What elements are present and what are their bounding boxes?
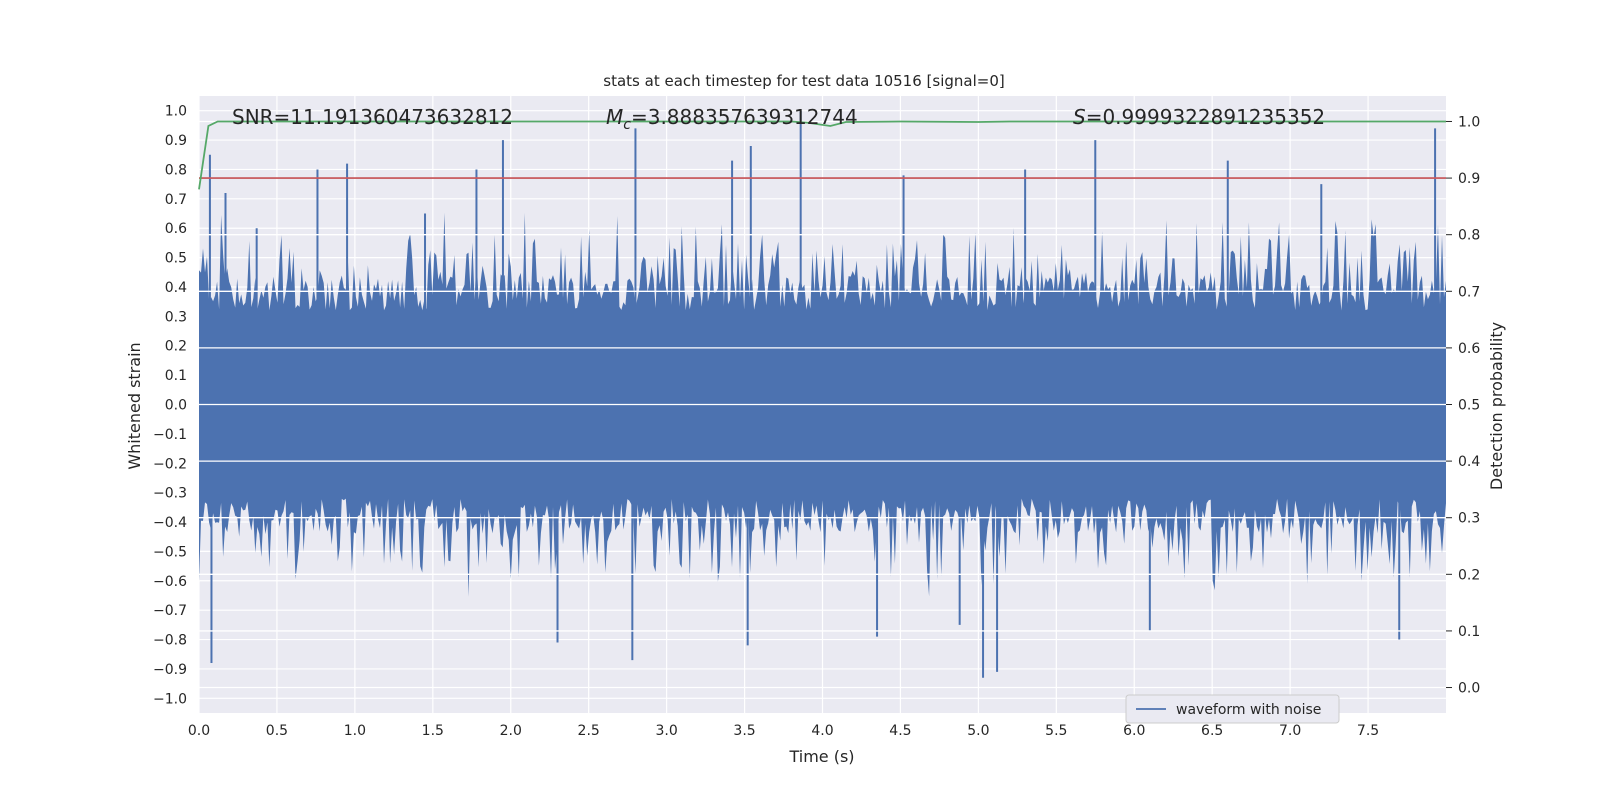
s-annotation: S=0.9999322891235352 [1073,105,1325,129]
y-tick-label: 0.7 [165,192,187,208]
y-tick-label: −0.4 [153,515,187,531]
y2-tick-label: 0.9 [1458,171,1480,187]
y-tick-label: 0.9 [165,133,187,149]
x-tick-label: 1.5 [422,723,444,739]
y-tick-label: −0.7 [153,603,187,619]
x-ticks: 0.0 0.5 1.0 1.5 2.0 2.5 3.0 3.5 4.0 4.5 5.0 5.5 6.0 6… [188,723,1379,739]
x-axis-label: Time (s) [788,747,854,766]
y-tick-label: 0.6 [165,221,187,237]
y-tick-label: −0.5 [153,544,187,560]
chirp-mass-value: =3.888357639312744 [631,105,858,129]
y-tick-label: 0.4 [165,280,187,296]
y-tick-label: 0.0 [165,398,187,414]
y2-tick-label: 0.4 [1458,454,1480,470]
y2-tick-label: 0.2 [1458,567,1480,583]
y-tick-label: −0.2 [153,456,187,472]
y2-tick-label: 0.5 [1458,398,1480,414]
detection-probability-line [198,120,1446,190]
y2-tick-label: 0.3 [1458,511,1480,527]
y2-ticks: 1.0 0.9 0.8 0.7 0.6 0.5 0.4 0.3 0.2 0.1 0.0 [1446,114,1480,697]
y-tick-label: −0.1 [153,427,187,443]
y2-tick-label: 0.8 [1458,228,1480,244]
y-tick-label: −0.3 [153,486,187,502]
y-tick-label: 0.2 [165,339,187,355]
x-tick-label: 6.5 [1201,723,1223,739]
s-value: =0.9999322891235352 [1086,105,1325,129]
x-tick-label: 4.5 [889,723,911,739]
x-tick-label: 2.0 [500,723,522,739]
y-tick-label: 1.0 [165,104,187,120]
x-tick-label: 0.0 [188,723,210,739]
x-tick-label: 4.0 [811,723,833,739]
y2-tick-label: 0.6 [1458,341,1480,357]
x-tick-label: 7.5 [1357,723,1379,739]
y-tick-label: 0.5 [165,251,187,267]
legend-box [1125,694,1340,724]
y-tick-label: −1.0 [153,691,187,707]
y-tick-label: −0.9 [153,662,187,678]
s-symbol: S [1073,105,1086,129]
y-tick-label: 0.3 [165,309,187,325]
x-tick-label: 6.0 [1123,723,1145,739]
chart-title: stats at each timestep for test data 105… [603,72,1004,90]
y-tick-label: 0.8 [165,162,187,178]
x-tick-label: 1.0 [344,723,366,739]
y2-tick-label: 0.0 [1458,681,1480,697]
legend: waveform with noise [1125,694,1340,724]
chirp-mass-symbol: M [606,105,623,129]
y-ticks: 1.0 0.9 0.8 0.7 0.6 0.5 0.4 0.3 0.2 0.1 0.0 −0.1 −0.… [153,104,187,708]
y-tick-label: 0.1 [165,368,187,384]
y-tick-label: −0.8 [153,633,187,649]
y2-tick-label: 0.1 [1458,624,1480,640]
y-tick-label: −0.6 [153,574,187,590]
x-tick-label: 2.5 [578,723,600,739]
x-tick-label: 7.0 [1279,723,1301,739]
x-tick-label: 3.0 [655,723,677,739]
x-tick-label: 3.5 [733,723,755,739]
y2-tick-label: 0.7 [1458,284,1480,300]
waveform-spikes [208,110,1437,678]
chirp-mass-annotation: Mc=3.888357639312744 [606,105,858,133]
snr-annotation: SNR=11.191360473632812 [232,105,513,129]
y-axis-label: Whitened strain [125,342,144,469]
x-tick-label: 5.0 [967,723,989,739]
x-tick-label: 0.5 [266,723,288,739]
legend-label: waveform with noise [1176,702,1321,718]
right-axis-grid [199,120,1446,689]
y2-tick-label: 1.0 [1458,114,1480,130]
y2-axis-label: Detection probability [1487,322,1506,490]
chirp-mass-subscript: c [623,117,631,133]
x-tick-label: 5.5 [1045,723,1067,739]
